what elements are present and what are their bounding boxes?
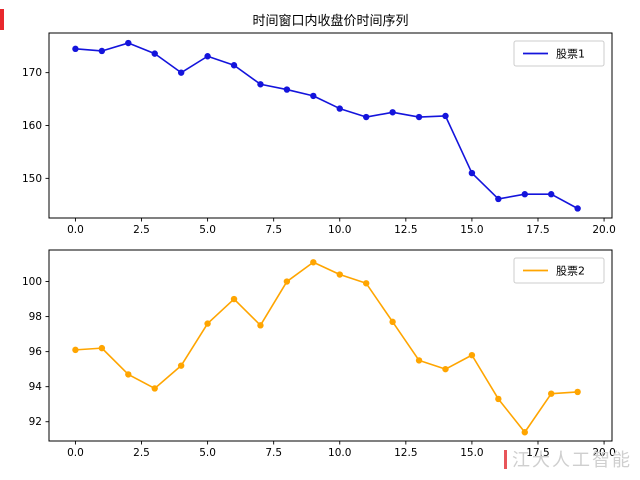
chart-title: 时间窗口内收盘价时间序列	[252, 14, 409, 29]
x-tick-label: 20.0	[592, 224, 615, 236]
x-tick-label: 7.5	[265, 447, 282, 459]
data-point	[521, 191, 528, 198]
x-tick-label: 7.5	[265, 224, 282, 236]
legend-box	[513, 257, 605, 284]
data-point	[415, 357, 423, 364]
data-point	[230, 62, 238, 69]
x-tick-label: 5.0	[199, 447, 216, 459]
data-point	[177, 69, 185, 76]
data-point	[257, 322, 264, 329]
axes-border	[48, 249, 613, 442]
y-tick-label: 98	[29, 311, 42, 323]
y-tick-label: 94	[29, 381, 43, 393]
data-point	[98, 47, 106, 55]
data-point	[548, 191, 555, 198]
data-point	[574, 205, 581, 212]
data-point	[495, 395, 502, 403]
legend-label: 股票1	[556, 48, 585, 61]
x-tick-label: 0.0	[67, 447, 84, 459]
data-point	[495, 195, 502, 203]
data-point	[362, 280, 370, 287]
x-tick-label: 17.5	[526, 224, 549, 236]
data-point	[310, 92, 317, 100]
data-point	[283, 86, 291, 93]
x-tick-label: 17.5	[526, 447, 549, 459]
y-tick-label: 160	[22, 120, 42, 132]
y-tick-label: 92	[29, 416, 42, 428]
data-point	[336, 105, 343, 112]
x-tick-label: 2.5	[133, 224, 150, 236]
x-tick-label: 15.0	[460, 447, 483, 459]
data-point	[230, 295, 238, 303]
data-point	[389, 109, 396, 116]
data-point	[257, 81, 264, 88]
y-tick-label: 100	[22, 276, 42, 288]
x-tick-label: 20.0	[592, 447, 615, 459]
data-point	[442, 365, 449, 373]
data-point	[442, 112, 449, 120]
data-point	[151, 385, 158, 392]
data-point	[204, 320, 211, 327]
x-tick-label: 12.5	[394, 224, 417, 236]
legend-box	[513, 40, 605, 67]
data-point	[125, 39, 132, 47]
data-point	[362, 113, 370, 121]
data-point	[125, 371, 132, 378]
y-tick-label: 96	[29, 346, 43, 358]
data-point	[336, 271, 343, 278]
x-tick-label: 15.0	[460, 224, 483, 236]
x-tick-label: 2.5	[133, 447, 150, 459]
y-tick-label: 150	[22, 173, 42, 185]
data-point	[151, 50, 158, 57]
legend-label: 股票2	[556, 265, 585, 278]
x-tick-label: 5.0	[199, 224, 216, 236]
x-tick-label: 10.0	[328, 224, 351, 236]
data-point	[548, 390, 555, 397]
data-point	[72, 346, 79, 354]
series-line	[74, 42, 579, 210]
data-point	[468, 169, 476, 177]
data-point	[389, 318, 396, 326]
x-tick-label: 12.5	[394, 447, 417, 459]
data-point	[283, 278, 291, 285]
data-point	[468, 351, 476, 359]
data-point	[72, 45, 79, 53]
data-point	[177, 362, 185, 369]
red-accent-bar	[0, 9, 4, 30]
data-point	[98, 344, 106, 352]
x-tick-label: 10.0	[328, 447, 351, 459]
y-tick-label: 170	[22, 67, 42, 79]
series-line	[74, 261, 579, 434]
data-point	[310, 259, 317, 266]
x-tick-label: 0.0	[67, 224, 84, 236]
data-point	[521, 429, 528, 436]
data-point	[574, 388, 581, 396]
data-point	[204, 53, 211, 60]
data-point	[415, 113, 423, 121]
